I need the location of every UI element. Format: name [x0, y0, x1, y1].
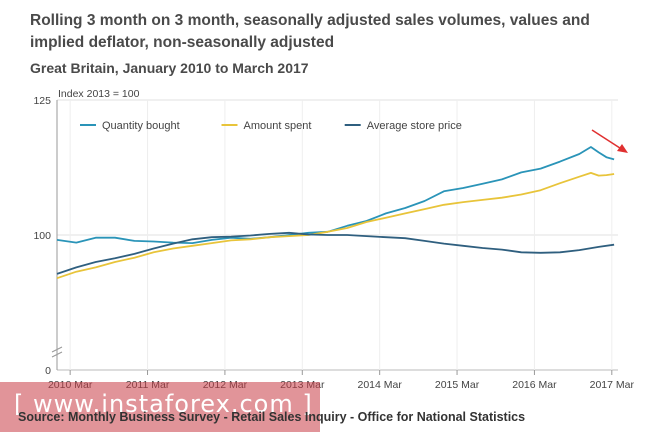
arrow-head — [617, 144, 628, 153]
series-line-0 — [56, 146, 615, 244]
y-axis-label: Index 2013 = 100 — [58, 88, 140, 100]
watermark-text: [ www.instaforex.com ] — [14, 390, 313, 418]
legend: Quantity bought Amount spent Average store… — [80, 120, 462, 132]
y-tick-label-0: 0 — [45, 365, 51, 377]
series-line-1 — [56, 172, 615, 280]
y-tick-label-100: 100 — [33, 230, 51, 242]
y-tick-label-125: 125 — [33, 95, 51, 107]
axes: 01001252010 Mar2011 Mar2012 Mar2013 Mar2… — [33, 95, 634, 391]
x-tick-label-6: 2016 Mar — [512, 379, 557, 391]
legend-label-1: Amount spent — [244, 120, 312, 132]
source-note: Source: Monthly Business Survey - Retail… — [18, 410, 526, 424]
axis-break-mark-2 — [51, 351, 63, 358]
chart-subtitle: Great Britain, January 2010 to March 201… — [30, 60, 309, 76]
gridlines — [57, 99, 618, 371]
legend-label-0: Quantity bought — [102, 120, 180, 132]
legend-label-2: Average store price — [367, 120, 462, 132]
axis-break-mark-1 — [51, 346, 63, 353]
annotation-arrow — [591, 129, 628, 153]
x-tick-label-7: 2017 Mar — [590, 379, 635, 391]
x-tick-label-4: 2014 Mar — [357, 379, 402, 391]
series-lines — [56, 146, 615, 280]
arrow-shaft — [591, 129, 624, 151]
chart-title: Rolling 3 month on 3 month, seasonally a… — [30, 12, 590, 51]
series-line-2 — [56, 231, 615, 275]
watermark: [ www.instaforex.com ] — [0, 382, 320, 432]
x-tick-label-5: 2015 Mar — [435, 379, 480, 391]
